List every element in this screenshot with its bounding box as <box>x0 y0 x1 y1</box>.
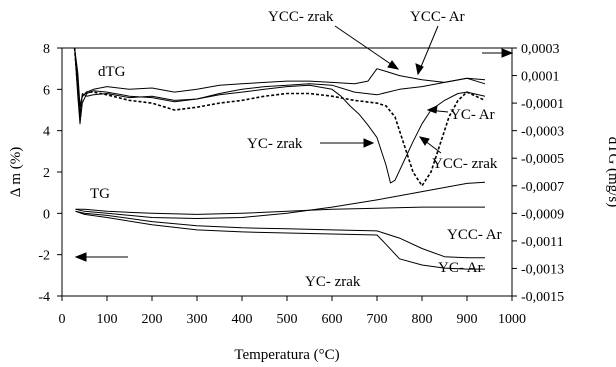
arrowhead-ycc-zrak <box>387 60 400 70</box>
tg-series-ycc-ar <box>75 206 485 215</box>
annotation-ycc-ar-top: YCC- Ar <box>410 9 465 25</box>
y-left-tick-label-3: 2 <box>43 166 50 181</box>
tg-series-yc-zrak <box>75 210 485 270</box>
dtg-series-yc-zrak <box>74 47 486 184</box>
y-left-tick-label-0: -4 <box>38 290 50 305</box>
y-right-axis-title: dTG (mg/s) <box>605 137 616 207</box>
annotation-tg: TG <box>90 186 110 202</box>
dtg-series-ycc-zrak <box>74 47 486 107</box>
annotation-ycc-zrak-mid: YCC- zrak <box>432 156 498 172</box>
arrowhead-ycc-zrak-mid <box>418 136 430 146</box>
ticks: 0 100 200 300 400 500 600 700 800 900 1000 -4 -2 0 2 4 6… <box>38 42 564 327</box>
y-right-tick-label-7: -0,0011 <box>521 235 564 250</box>
x-tick-label-10: 1000 <box>498 312 526 327</box>
x-tick-label-5: 500 <box>277 312 298 327</box>
annotation-yc-ar-bottom: YC- Ar <box>438 260 483 276</box>
arrowhead-left-axis <box>74 252 87 262</box>
y-right-tick-label-6: -0,0009 <box>521 207 564 222</box>
y-right-tick-label-0: 0,0003 <box>521 42 560 57</box>
annotation-yc-ar-mid: YC- Ar <box>450 107 495 123</box>
arrowhead-right-axis <box>501 48 514 58</box>
x-tick-label-7: 700 <box>367 312 388 327</box>
arrowhead-yc-ar <box>426 105 438 114</box>
annotation-arrows <box>74 25 514 262</box>
y-right-tick-label-8: -0,0013 <box>521 262 564 277</box>
y-left-tick-label-4: 4 <box>43 125 50 140</box>
y-right-tick-label-9: -0,0015 <box>521 290 564 305</box>
y-left-tick-label-6: 8 <box>43 42 50 57</box>
annotation-yc-zrak-mid: YC- zrak <box>247 136 303 152</box>
y-right-tick-label-5: -0,0007 <box>521 180 564 195</box>
y-right-tick-label-2: -0,0001 <box>521 97 564 112</box>
x-tick-label-2: 200 <box>142 312 163 327</box>
arrowhead-yc-zrak <box>363 138 375 148</box>
x-tick-label-8: 800 <box>412 312 433 327</box>
arrow-ycc-zrak <box>334 25 399 70</box>
dtg-series-ycc-ar <box>74 47 486 118</box>
x-axis-title: Temperatura (°C) <box>234 347 339 363</box>
tg-series-yc-ar <box>75 210 485 259</box>
dtg-series-yc-ar <box>73 47 486 187</box>
y-left-axis-title: Δ m (%) <box>8 147 24 197</box>
y-right-tick-label-4: -0,0005 <box>521 152 564 167</box>
series-lines <box>73 47 486 270</box>
y-right-tick-label-1: 0,0001 <box>521 70 560 85</box>
x-tick-label-6: 600 <box>322 312 343 327</box>
y-left-tick-label-1: -2 <box>38 249 50 264</box>
y-left-tick-label-5: 6 <box>43 83 50 98</box>
annotation-dtg: dTG <box>98 64 126 80</box>
x-tick-label-4: 400 <box>232 312 253 327</box>
y-right-tick-label-3: -0,0003 <box>521 125 564 140</box>
arrowhead-ycc-ar <box>415 63 424 76</box>
annotation-ycc-zrak-top: YCC- zrak <box>268 9 334 25</box>
x-tick-label-1: 100 <box>97 312 118 327</box>
x-tick-label-3: 300 <box>187 312 208 327</box>
x-tick-label-9: 900 <box>457 312 478 327</box>
annotation-yc-zrak-bottom: YC- zrak <box>305 274 361 290</box>
annotation-ycc-ar-bottom: YCC- Ar <box>447 227 502 243</box>
x-tick-label-0: 0 <box>59 312 66 327</box>
y-left-tick-label-2: 0 <box>43 207 50 222</box>
